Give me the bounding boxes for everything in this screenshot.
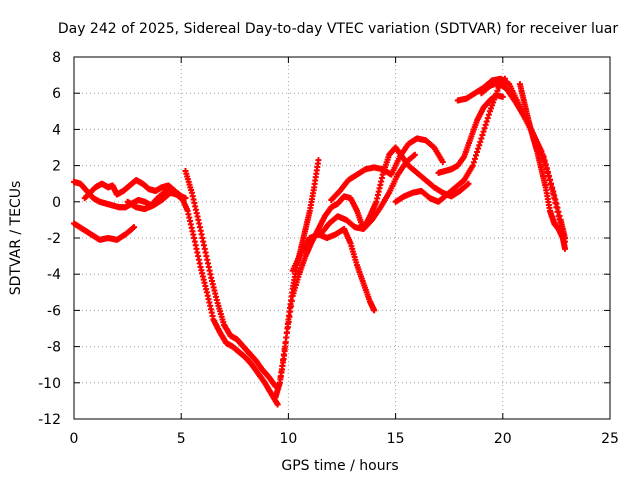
y-tick-label: -8 [47, 340, 61, 356]
data-point [475, 145, 482, 152]
data-point [482, 121, 489, 128]
data-point [439, 158, 446, 165]
y-tick-label: -12 [38, 412, 61, 428]
x-tick-label: 25 [601, 431, 619, 447]
data-point [552, 199, 559, 206]
data-point [476, 142, 483, 149]
data-point [485, 111, 492, 118]
data-point [276, 379, 283, 386]
ticks [73, 56, 611, 420]
data-point [549, 186, 556, 193]
y-tick-labels: -12 -10 -8 -6 -4 -2 0 2 4 6 8 [38, 50, 61, 428]
data-point [471, 155, 478, 162]
data-point [477, 138, 484, 145]
data-point [280, 351, 287, 358]
data-point [470, 159, 477, 166]
data-point [371, 307, 378, 314]
series-arc-4 [124, 189, 185, 213]
data-point [484, 115, 491, 122]
data-point [283, 334, 290, 341]
data-point [499, 93, 506, 100]
data-point [483, 118, 490, 125]
data-point [474, 149, 481, 156]
y-tick-label: -2 [47, 231, 61, 247]
chart-title: Day 242 of 2025, Sidereal Day-to-day VTE… [58, 21, 619, 37]
data-point [465, 180, 472, 187]
y-tick-label: 4 [52, 122, 61, 138]
data-point [550, 190, 557, 197]
data-point [553, 204, 560, 211]
series-arc-2 [71, 220, 138, 243]
x-tick-labels: 0 5 10 15 20 25 [70, 431, 619, 447]
data-point [479, 132, 486, 139]
data-point [287, 308, 294, 315]
y-axis-label: SDTVAR / TECUs [8, 181, 24, 296]
data-point [544, 169, 551, 176]
y-tick-label: 0 [52, 195, 61, 211]
series-arc-8 [276, 193, 367, 386]
y-tick-label: 6 [52, 86, 61, 102]
data-point [282, 340, 289, 347]
data-point [543, 166, 550, 173]
grid [74, 57, 610, 419]
x-axis-label: GPS time / hours [281, 458, 398, 474]
data-point [546, 177, 553, 184]
data-point [481, 125, 488, 132]
data-point [473, 152, 479, 159]
data-point [285, 318, 292, 325]
x-tick-label: 20 [494, 431, 512, 447]
x-tick-label: 0 [70, 431, 79, 447]
y-tick-label: -10 [38, 376, 61, 392]
x-tick-label: 5 [177, 431, 186, 447]
data-point [284, 324, 291, 331]
data-point [288, 298, 295, 305]
data-point [480, 128, 487, 135]
data-point [551, 195, 558, 202]
data-point [561, 245, 568, 252]
data-point [281, 345, 288, 352]
series-arc-6 [182, 168, 279, 390]
data-points [71, 75, 568, 408]
x-tick-label: 10 [279, 431, 297, 447]
data-point [278, 368, 285, 375]
data-point [548, 181, 555, 188]
series-arc-10 [317, 151, 418, 238]
data-point [288, 303, 295, 310]
y-tick-label: -6 [47, 303, 61, 319]
data-point [284, 329, 291, 336]
data-point [274, 401, 281, 408]
series-arc-5 [178, 193, 281, 408]
data-point [554, 208, 561, 215]
data-point [542, 162, 549, 169]
y-tick-label: 8 [52, 50, 61, 66]
data-point [411, 151, 418, 158]
data-point [286, 313, 293, 320]
data-point [478, 135, 485, 142]
data-point [279, 362, 286, 369]
data-point [315, 157, 322, 164]
data-point [469, 162, 476, 169]
x-tick-label: 15 [387, 431, 405, 447]
series-arc-14 [435, 92, 506, 176]
series-arc-12 [360, 144, 472, 232]
data-point [277, 374, 284, 381]
data-point [280, 357, 287, 364]
data-point [545, 173, 552, 180]
series-arc-17 [516, 81, 568, 252]
y-tick-label: 2 [52, 159, 61, 175]
series-arc-9 [289, 225, 378, 314]
data-point [131, 224, 138, 231]
y-tick-label: -4 [47, 267, 61, 283]
